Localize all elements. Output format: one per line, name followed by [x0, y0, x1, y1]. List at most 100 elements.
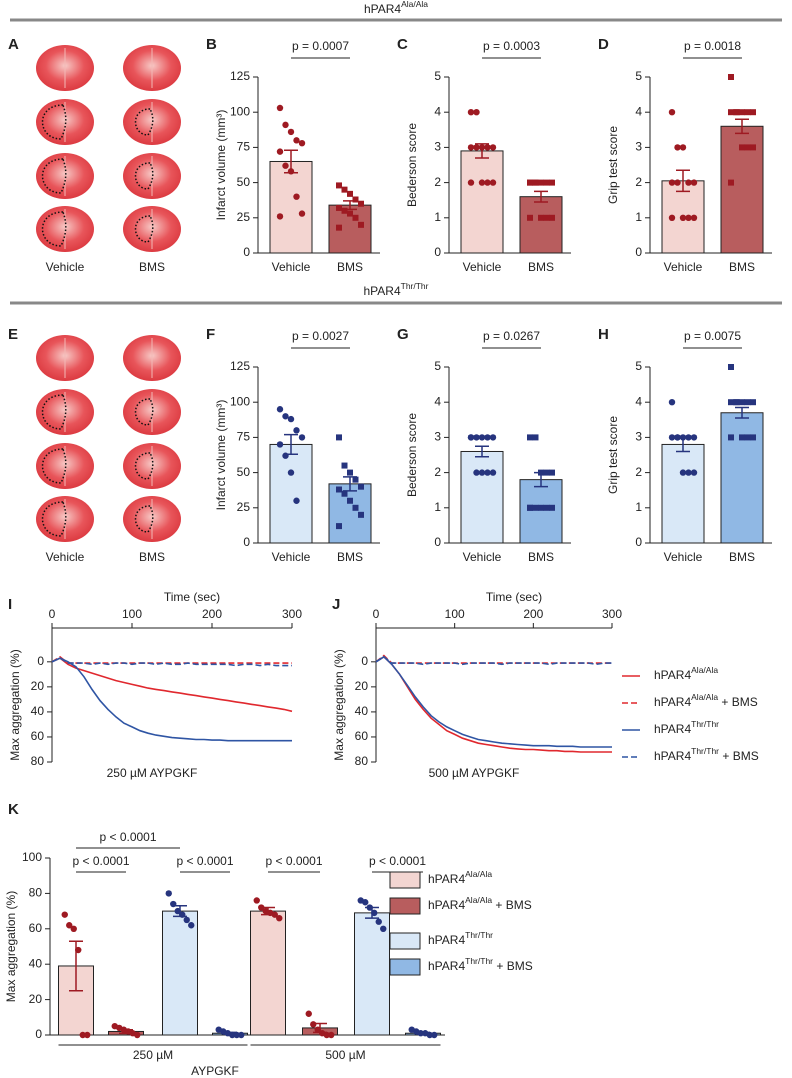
x-tick-label: 200 [523, 607, 543, 621]
y-tick-label: 75 [237, 430, 251, 444]
data-point [668, 399, 676, 406]
data-point [238, 1031, 245, 1039]
data-point [183, 916, 190, 924]
y-axis-label: Max aggregation (%) [8, 649, 22, 760]
x-tick-label: BMS [528, 260, 554, 274]
data-point [739, 109, 745, 116]
error-bar [365, 906, 379, 919]
data-point [336, 204, 342, 211]
y-tick-label: 100 [230, 394, 250, 408]
panel-letter: B [206, 36, 217, 53]
panel-letter: H [598, 326, 609, 343]
data-point [733, 109, 740, 116]
data-point [341, 462, 348, 469]
bar [354, 912, 390, 1036]
x-tick-label: 0 [373, 607, 380, 621]
x-tick-label: BMS [528, 550, 554, 564]
y-axis-label: Infarct volume (mm³) [214, 400, 228, 511]
y-tick-label: 5 [434, 359, 441, 373]
data-point [298, 139, 306, 147]
legend-label: hPAR4Ala/Ala [654, 665, 718, 682]
x-tick-label: 0 [49, 607, 56, 621]
data-point [336, 523, 342, 530]
y-tick-label: 5 [635, 359, 642, 373]
data-point [347, 497, 353, 504]
data-point [489, 434, 497, 441]
series-line [51, 657, 292, 742]
y-tick-label: 75 [237, 140, 251, 154]
data-point [478, 434, 486, 441]
y-tick-label: 40 [31, 704, 45, 718]
data-point [347, 190, 353, 197]
panel-letter: K [8, 801, 19, 818]
series-line [375, 655, 612, 748]
data-point [79, 1031, 86, 1039]
y-tick-label: 125 [230, 69, 250, 83]
data-point [282, 452, 289, 459]
data-point [358, 221, 364, 228]
data-point [489, 469, 497, 476]
data-point [473, 434, 480, 441]
data-point [358, 200, 364, 207]
data-point [739, 434, 745, 441]
data-point [336, 434, 342, 441]
error-bar [284, 433, 298, 456]
p-value: p = 0.0267 [483, 329, 540, 343]
y-tick-label: 2 [635, 465, 642, 479]
data-point [728, 364, 734, 370]
data-point [679, 214, 687, 221]
data-point [380, 925, 387, 932]
bar [250, 910, 286, 1036]
data-point [358, 511, 364, 518]
data-point [282, 413, 289, 420]
panel-letter: D [598, 36, 609, 53]
data-point [527, 504, 533, 511]
bar [661, 443, 705, 544]
p-value: p = 0.0027 [292, 329, 349, 343]
data-point [750, 399, 756, 406]
y-tick-label: 4 [635, 394, 642, 408]
data-point [549, 504, 555, 511]
y-tick-label: 3 [635, 430, 642, 444]
error-bar [69, 940, 83, 992]
y-axis-label: Grip test score [606, 416, 620, 494]
y-tick-label: 60 [29, 921, 43, 935]
y-tick-label: 40 [29, 956, 43, 970]
data-point [293, 193, 300, 200]
data-point [293, 497, 300, 504]
y-tick-label: 1 [635, 500, 642, 514]
data-point [293, 137, 300, 144]
bar [519, 479, 563, 544]
data-point [431, 1031, 438, 1039]
data-point [484, 434, 491, 441]
panel-letter: F [206, 326, 215, 343]
data-point [467, 434, 475, 441]
data-point [362, 899, 369, 906]
panel-letter: E [8, 326, 18, 343]
data-point [538, 214, 544, 221]
data-point [473, 469, 480, 476]
error-bar [534, 471, 548, 488]
legend-label: hPAR4Thr/Thr [654, 719, 719, 736]
data-point [298, 434, 306, 441]
data-point [690, 214, 698, 221]
x-tick-label: 100 [445, 607, 465, 621]
error-bar [343, 200, 357, 211]
p-value: p < 0.0001 [99, 830, 156, 844]
data-point [489, 179, 497, 186]
infarct-outline [41, 211, 67, 247]
infarct-outline [41, 158, 67, 194]
data-point [668, 214, 676, 221]
y-tick-label: 100 [230, 104, 250, 118]
data-point [310, 1021, 317, 1028]
data-point [134, 1031, 141, 1039]
data-point [188, 922, 195, 929]
y-tick-label: 0 [35, 1027, 42, 1041]
panel-letter: J [332, 596, 340, 613]
data-point [549, 469, 555, 476]
bar [269, 443, 313, 544]
x-tick-label: BMS [729, 550, 755, 564]
data-point [543, 214, 550, 221]
data-point [484, 179, 491, 186]
